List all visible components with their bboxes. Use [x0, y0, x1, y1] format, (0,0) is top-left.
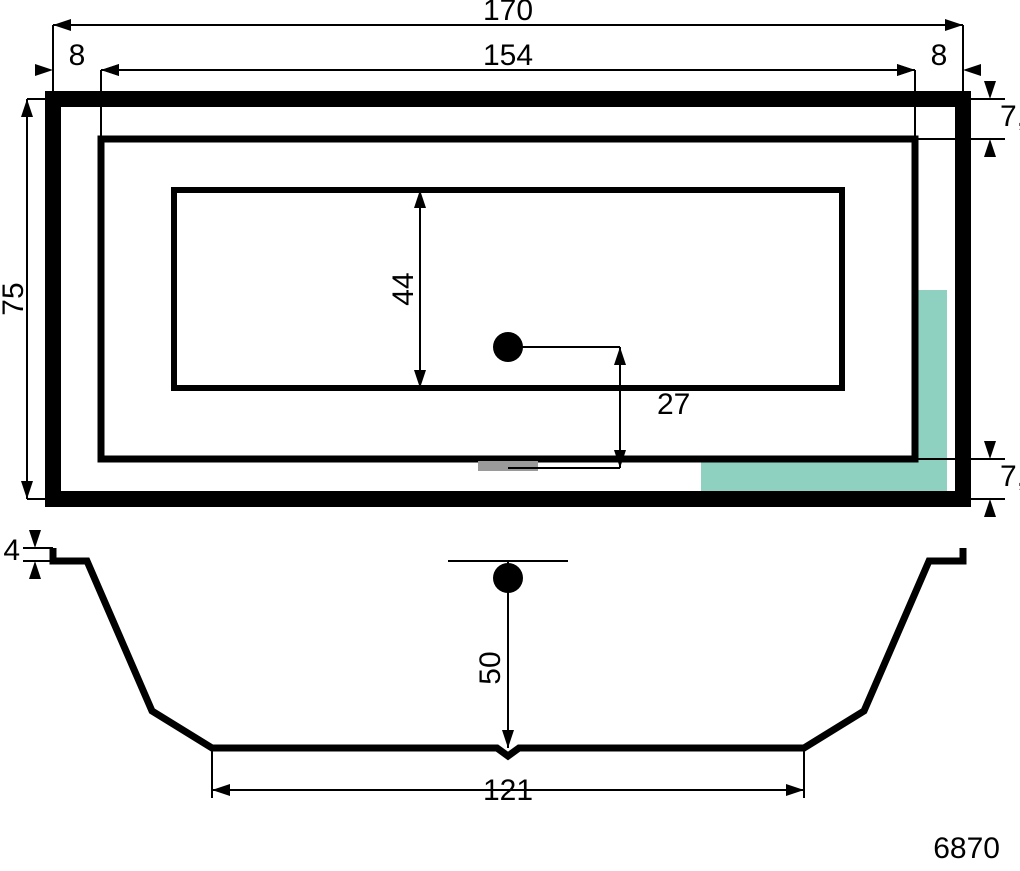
- overflow-slot-icon: [478, 461, 538, 471]
- dim-basin-height-label: 44: [387, 272, 420, 305]
- arrowhead-icon: [29, 561, 41, 579]
- arrowhead-icon: [35, 64, 53, 76]
- dim-rim-right-label: 8: [931, 39, 948, 72]
- arrowhead-icon: [945, 19, 963, 31]
- dim-overall-depth-label: 75: [0, 282, 30, 315]
- arrowhead-icon: [101, 64, 119, 76]
- dim-rim-left-label: 8: [69, 39, 86, 72]
- product-code: 6870: [933, 832, 1000, 865]
- dim-rim-bottom-label: 7,5: [1000, 460, 1020, 493]
- arrowhead-icon: [614, 347, 626, 365]
- dim-inner-width-label: 154: [483, 39, 533, 72]
- dim-rim-top-label: 7,5: [1000, 100, 1020, 133]
- dim-lip-label: 4: [3, 534, 20, 567]
- arrowhead-icon: [984, 139, 996, 157]
- arrowhead-icon: [786, 784, 804, 796]
- dim-drain-offset-label: 27: [657, 388, 690, 421]
- arrowhead-icon: [984, 441, 996, 459]
- arrowhead-icon: [984, 81, 996, 99]
- arrowhead-icon: [502, 730, 514, 748]
- arrowhead-icon: [212, 784, 230, 796]
- dim-section-height-label: 50: [474, 651, 507, 684]
- arrowhead-icon: [21, 99, 33, 117]
- arrowhead-icon: [984, 499, 996, 517]
- arrowhead-icon: [963, 64, 981, 76]
- arrowhead-icon: [897, 64, 915, 76]
- arrowhead-icon: [21, 481, 33, 499]
- dim-overall-width-label: 170: [483, 0, 533, 27]
- arrowhead-icon: [53, 19, 71, 31]
- dim-base-width-label: 121: [483, 774, 533, 807]
- arrowhead-icon: [29, 530, 41, 548]
- top-view-outer: [53, 99, 963, 499]
